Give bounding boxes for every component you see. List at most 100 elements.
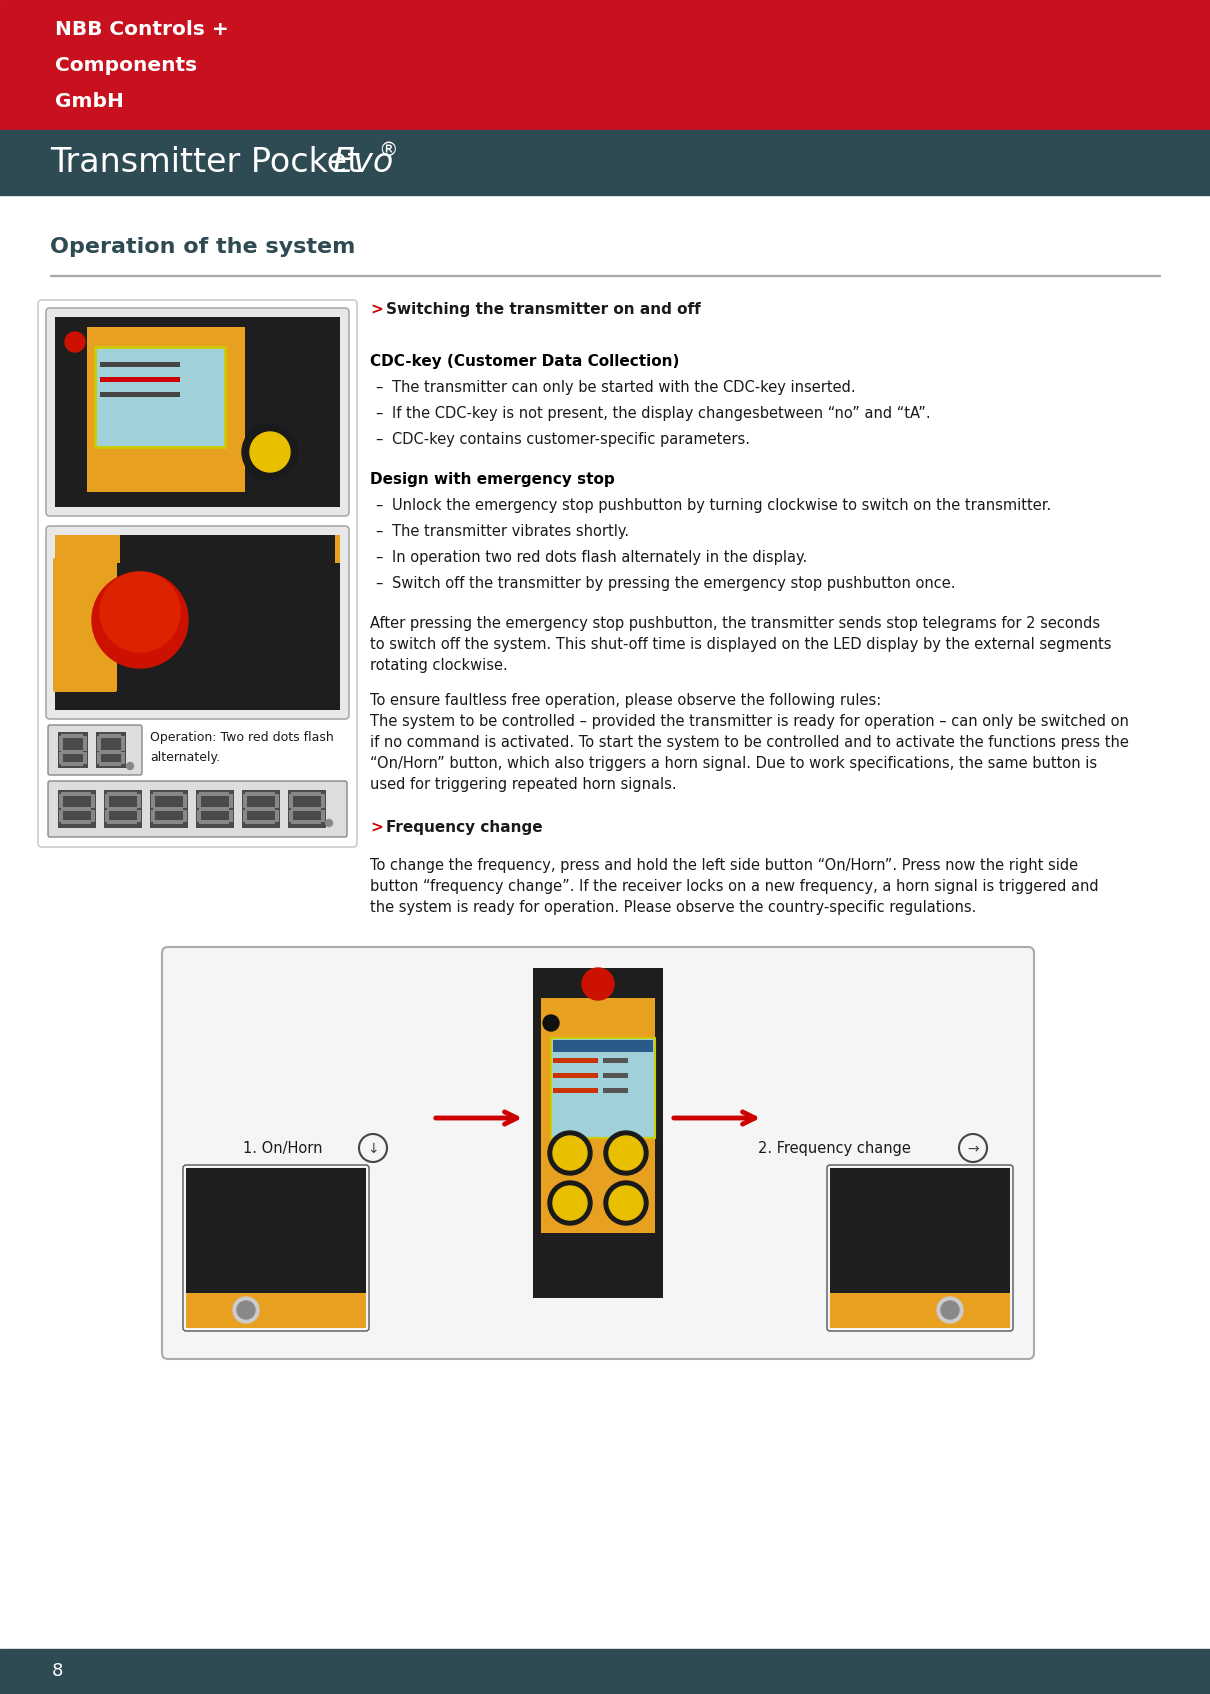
Bar <box>196 789 234 828</box>
Text: the system is ready for operation. Please observe the country-specific regulatio: the system is ready for operation. Pleas… <box>370 900 976 915</box>
Bar <box>152 820 183 823</box>
Circle shape <box>609 1186 643 1220</box>
Text: To ensure faultless free operation, please observe the following rules:: To ensure faultless free operation, plea… <box>370 693 881 708</box>
Bar <box>290 793 321 796</box>
Bar <box>553 1072 598 1077</box>
Circle shape <box>65 332 85 352</box>
Bar <box>0 0 1210 130</box>
Circle shape <box>100 573 180 652</box>
Bar <box>290 806 321 811</box>
Bar <box>100 391 180 396</box>
Text: 2. Frequency change: 2. Frequency change <box>757 1140 911 1155</box>
Bar <box>198 806 229 811</box>
Bar <box>54 317 87 507</box>
Text: Switching the transmitter on and off: Switching the transmitter on and off <box>386 302 701 317</box>
Text: Design with emergency stop: Design with emergency stop <box>370 473 615 486</box>
Bar <box>83 752 87 764</box>
Bar <box>242 789 280 828</box>
FancyBboxPatch shape <box>53 557 117 693</box>
Bar <box>152 806 183 811</box>
Text: alternately.: alternately. <box>150 750 220 764</box>
Bar <box>321 794 325 808</box>
Circle shape <box>242 424 298 479</box>
Text: Transmitter Pocket: Transmitter Pocket <box>50 146 361 180</box>
Bar <box>99 734 121 739</box>
Bar <box>91 810 96 822</box>
Bar <box>99 762 121 766</box>
Bar <box>100 378 180 383</box>
Bar <box>244 806 275 811</box>
Bar <box>603 1088 628 1093</box>
Bar <box>96 732 126 767</box>
Bar <box>121 735 125 750</box>
Circle shape <box>582 967 613 999</box>
Bar <box>288 789 325 828</box>
Text: –: – <box>375 407 382 422</box>
Text: In operation two red dots flash alternately in the display.: In operation two red dots flash alternat… <box>392 551 807 566</box>
Text: rotating clockwise.: rotating clockwise. <box>370 657 508 673</box>
Bar <box>152 793 183 796</box>
Text: –: – <box>375 551 382 566</box>
Text: 8: 8 <box>52 1662 63 1680</box>
Text: button “frequency change”. If the receiver locks on a new frequency, a horn sign: button “frequency change”. If the receiv… <box>370 879 1099 894</box>
Circle shape <box>941 1301 960 1320</box>
Circle shape <box>92 573 188 667</box>
Bar <box>121 752 125 764</box>
Text: –: – <box>375 498 382 513</box>
Bar <box>321 810 325 822</box>
Text: “On/Horn” button, which also triggers a horn signal. Due to work specifications,: “On/Horn” button, which also triggers a … <box>370 756 1097 771</box>
Bar <box>60 762 83 766</box>
Bar <box>541 998 655 1233</box>
Text: Components: Components <box>54 56 197 75</box>
FancyBboxPatch shape <box>162 947 1035 1359</box>
Bar <box>229 810 234 822</box>
Bar <box>553 1088 598 1093</box>
Text: >: > <box>370 820 382 835</box>
Bar <box>97 752 100 764</box>
Bar <box>290 820 321 823</box>
Bar <box>59 735 63 750</box>
Circle shape <box>127 762 133 769</box>
Bar <box>197 794 201 808</box>
Bar <box>60 820 91 823</box>
Bar <box>60 750 83 754</box>
Bar <box>97 735 100 750</box>
Text: –: – <box>375 432 382 447</box>
Bar <box>60 806 91 811</box>
Text: CDC-key (Customer Data Collection): CDC-key (Customer Data Collection) <box>370 354 679 369</box>
Bar <box>244 793 275 796</box>
Text: To change the frequency, press and hold the left side button “On/Horn”. Press no: To change the frequency, press and hold … <box>370 857 1078 872</box>
Bar <box>60 734 83 739</box>
FancyBboxPatch shape <box>48 781 347 837</box>
Bar <box>137 810 142 822</box>
Bar <box>183 810 188 822</box>
Bar <box>85 327 244 491</box>
Text: Operation: Two red dots flash: Operation: Two red dots flash <box>150 732 334 744</box>
Bar <box>244 820 275 823</box>
Bar <box>100 363 180 368</box>
Text: →: → <box>967 1142 979 1155</box>
FancyBboxPatch shape <box>46 527 348 718</box>
Bar <box>243 810 247 822</box>
Circle shape <box>553 1186 587 1220</box>
Bar <box>120 535 335 562</box>
Text: CDC-key contains customer-specific parameters.: CDC-key contains customer-specific param… <box>392 432 750 447</box>
Text: Operation of the system: Operation of the system <box>50 237 356 257</box>
Text: The transmitter can only be started with the CDC-key inserted.: The transmitter can only be started with… <box>392 379 855 395</box>
Text: Unlock the emergency stop pushbutton by turning clockwise to switch on the trans: Unlock the emergency stop pushbutton by … <box>392 498 1051 513</box>
Circle shape <box>543 1015 559 1032</box>
Bar <box>104 789 142 828</box>
Text: Frequency change: Frequency change <box>386 820 542 835</box>
Circle shape <box>234 1298 259 1323</box>
Bar <box>59 752 63 764</box>
Bar <box>137 794 142 808</box>
Text: If the CDC-key is not present, the display changesbetween “no” and “tA”.: If the CDC-key is not present, the displ… <box>392 407 930 422</box>
Bar <box>532 967 663 1298</box>
Bar <box>99 750 121 754</box>
Text: –: – <box>375 576 382 591</box>
Circle shape <box>548 1181 592 1225</box>
Bar <box>229 794 234 808</box>
Bar <box>106 820 137 823</box>
Bar <box>603 1072 628 1077</box>
Bar <box>553 1059 598 1064</box>
